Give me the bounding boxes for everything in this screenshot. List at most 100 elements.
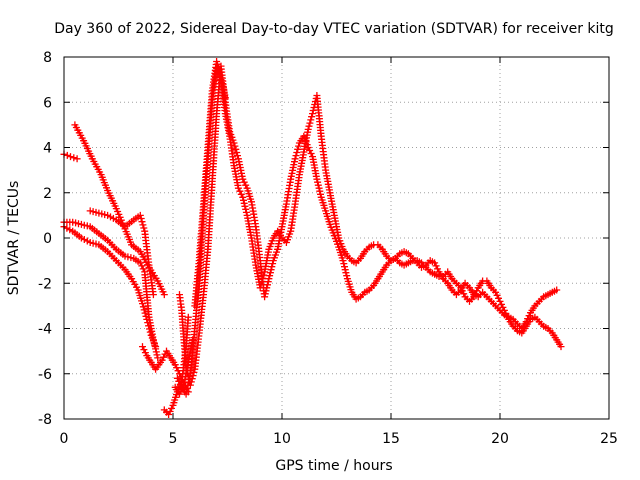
- data-point-marker: [234, 184, 242, 192]
- data-point-marker: [139, 221, 147, 229]
- x-tick-label: 10: [273, 431, 291, 447]
- chart-title: Day 360 of 2022, Sidereal Day-to-day VTE…: [54, 21, 614, 37]
- data-point-marker: [263, 284, 271, 292]
- data-point-marker: [522, 318, 530, 326]
- data-point-marker: [306, 147, 314, 154]
- data-point-marker: [221, 94, 229, 102]
- data-point-marker: [236, 187, 244, 195]
- data-point-marker: [308, 113, 316, 121]
- data-point-marker: [239, 175, 247, 183]
- data-point-marker: [261, 293, 269, 301]
- data-point-marker: [432, 262, 440, 270]
- data-point-marker: [70, 154, 78, 162]
- data-point-marker: [146, 328, 154, 336]
- series-track-2: [71, 121, 168, 299]
- data-point-marker: [168, 404, 175, 412]
- y-tick-label: 6: [43, 95, 52, 111]
- data-point-marker: [139, 300, 146, 308]
- data-point-marker: [257, 281, 265, 289]
- data-point-marker: [141, 349, 149, 357]
- data-point-marker: [173, 364, 181, 372]
- y-tick-labels: -8 -6 -4 -2 0 2 4 6 8: [38, 50, 52, 428]
- data-point-marker: [152, 348, 160, 356]
- data-point-marker: [307, 150, 315, 157]
- y-tick-label: 4: [43, 141, 52, 157]
- y-tick-label: 8: [43, 50, 52, 66]
- data-point-marker: [138, 262, 146, 270]
- data-point-marker: [262, 287, 270, 295]
- data-series: [60, 58, 565, 418]
- data-point-marker: [136, 259, 144, 267]
- data-point-marker: [139, 265, 147, 273]
- data-point-marker: [316, 187, 324, 195]
- data-point-marker: [258, 277, 266, 285]
- data-point-marker: [140, 224, 148, 232]
- data-point-marker: [165, 411, 173, 418]
- data-point-marker: [309, 110, 316, 118]
- y-tick-label: 2: [43, 186, 52, 202]
- y-tick-label: -8: [38, 412, 52, 428]
- data-point-marker: [158, 356, 166, 364]
- data-point-marker: [177, 387, 185, 395]
- data-point-marker: [240, 196, 247, 204]
- y-axis-label: SDTVAR / TECUs: [6, 181, 22, 296]
- data-point-marker: [171, 361, 179, 369]
- data-point-marker: [166, 408, 174, 415]
- data-point-marker: [261, 290, 269, 298]
- data-point-marker: [152, 343, 160, 351]
- y-tick-label: -4: [38, 322, 52, 338]
- data-point-marker: [176, 390, 183, 398]
- data-point-marker: [557, 343, 565, 351]
- x-tick-labels: 0 5 10 15 20 25: [60, 431, 618, 447]
- data-point-marker: [240, 178, 248, 186]
- series-track-9: [173, 64, 561, 398]
- data-point-marker: [178, 384, 186, 392]
- data-point-marker: [63, 151, 71, 159]
- data-point-marker: [294, 145, 302, 153]
- data-point-marker: [234, 152, 241, 160]
- data-point-marker: [241, 202, 249, 210]
- data-point-marker: [160, 353, 168, 361]
- data-point-marker: [149, 291, 157, 299]
- data-point-marker: [239, 193, 247, 201]
- data-point-marker: [460, 290, 468, 298]
- data-point-marker: [495, 294, 502, 302]
- series-line: [178, 65, 562, 386]
- data-point-marker: [313, 175, 321, 183]
- data-point-marker: [266, 272, 274, 280]
- data-point-marker: [264, 281, 271, 289]
- data-point-marker: [67, 153, 74, 161]
- data-point-marker: [553, 286, 561, 294]
- data-point-marker: [315, 184, 323, 192]
- data-point-marker: [242, 181, 250, 189]
- data-point-marker: [342, 269, 350, 277]
- data-point-marker: [137, 215, 145, 222]
- data-point-marker: [139, 343, 146, 351]
- data-point-marker: [307, 116, 315, 124]
- data-point-marker: [264, 278, 272, 286]
- data-point-marker: [189, 336, 197, 344]
- data-point-marker: [292, 152, 300, 160]
- data-point-marker: [431, 259, 439, 267]
- data-point-marker: [142, 312, 150, 320]
- data-point-marker: [232, 145, 240, 153]
- data-point-marker: [233, 149, 241, 156]
- data-point-marker: [295, 142, 303, 150]
- data-point-marker: [145, 322, 153, 330]
- series-track-5: [86, 207, 157, 299]
- series-track-1: [60, 150, 81, 163]
- data-point-marker: [269, 260, 277, 268]
- data-point-marker: [291, 155, 299, 163]
- data-point-marker: [340, 260, 348, 268]
- x-tick-label: 25: [600, 431, 618, 447]
- data-point-marker: [160, 291, 168, 299]
- data-point-marker: [80, 221, 88, 229]
- data-point-marker: [493, 291, 501, 299]
- data-point-marker: [314, 178, 322, 186]
- series-track-3: [60, 218, 162, 362]
- data-point-marker: [305, 122, 313, 130]
- y-tick-label: -2: [38, 276, 52, 292]
- data-point-marker: [138, 218, 146, 226]
- data-point-marker: [184, 313, 192, 321]
